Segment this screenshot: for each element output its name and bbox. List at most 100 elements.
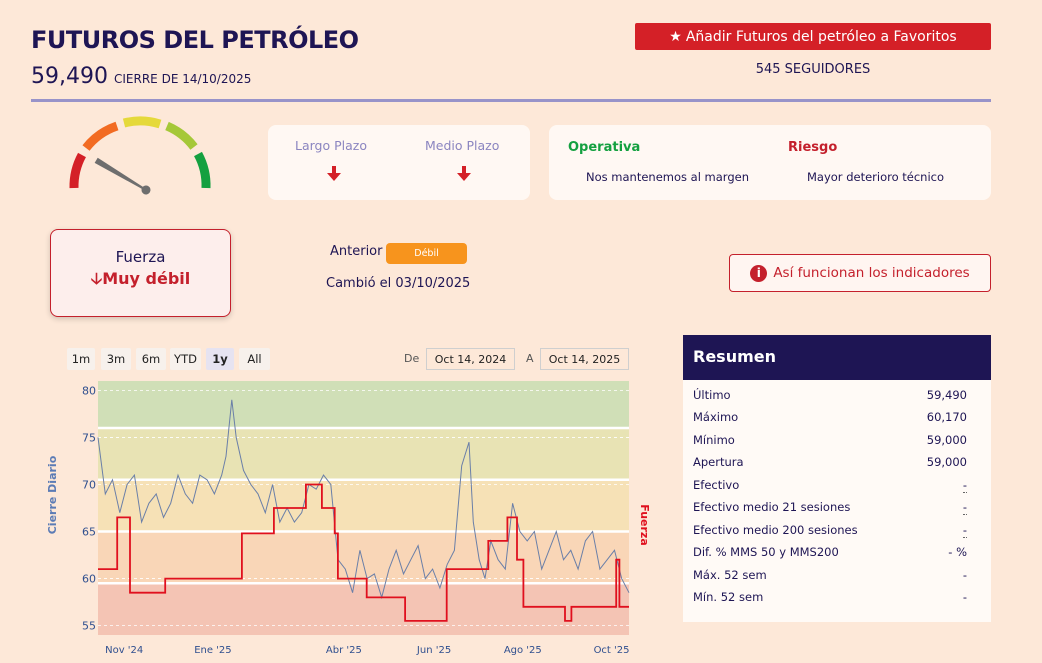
summary-value: 60,170 <box>926 410 967 424</box>
medium-term-arrow-down-icon <box>457 166 471 181</box>
range-all-button[interactable]: All <box>239 348 270 370</box>
fuerza-axis-label: Fuerza <box>638 504 651 546</box>
gauge-orange-segment <box>82 121 119 151</box>
chart-band <box>98 428 629 480</box>
summary-label: Dif. % MMS 50 y MMS200 <box>693 545 839 559</box>
gauge-red-segment <box>69 152 87 189</box>
header-divider <box>31 99 991 102</box>
summary-row: Mín. 52 sem - <box>693 590 967 604</box>
range-ytd-button[interactable]: YTD <box>170 348 201 370</box>
range-3m-button[interactable]: 3m <box>101 348 131 370</box>
long-term-label: Largo Plazo <box>295 138 367 153</box>
force-box: Fuerza 🡣Muy débil <box>50 229 231 317</box>
how-indicators-label: Así funcionan los indicadores <box>773 265 970 281</box>
previous-badge: Débil <box>386 243 467 264</box>
force-series-line <box>98 483 629 622</box>
summary-label: Mín. 52 sem <box>693 590 764 604</box>
y-tick-label: 70 <box>82 478 96 491</box>
from-date-input[interactable] <box>426 348 515 370</box>
how-indicators-button[interactable]: i Así funcionan los indicadores <box>729 254 991 292</box>
summary-row: Efectivo medio 21 sesiones - <box>693 500 967 515</box>
summary-value: - % <box>948 545 967 559</box>
x-tick-label: Nov '24 <box>105 645 143 656</box>
chart-band <box>98 381 629 429</box>
summary-value: - <box>962 590 967 604</box>
y-tick-label: 75 <box>82 431 96 444</box>
risk-title: Riesgo <box>788 140 838 155</box>
summary-value: - <box>962 478 967 493</box>
x-tick-label: Ene '25 <box>194 645 231 656</box>
summary-label: Máx. 52 sem <box>693 568 767 582</box>
last-price: 59,490 <box>31 64 108 89</box>
range-1y-button[interactable]: 1y <box>206 348 234 370</box>
add-favorite-button[interactable]: ★ Añadir Futuros del petróleo a Favorito… <box>635 23 991 50</box>
term-card: Largo Plazo Medio Plazo <box>268 125 530 200</box>
summary-value: - <box>962 568 967 582</box>
summary-row: Máx. 52 sem - <box>693 568 967 582</box>
force-label: Fuerza <box>115 248 166 266</box>
summary-value: 59,490 <box>926 388 967 402</box>
summary-label: Apertura <box>693 455 744 469</box>
summary-row: Máximo 60,170 <box>693 410 967 424</box>
operative-card: Operativa Nos mantenemos al margen Riesg… <box>549 125 991 200</box>
y-tick-label: 80 <box>82 384 96 397</box>
long-term-arrow-down-icon <box>327 166 341 181</box>
risk-value: Mayor deterioro técnico <box>807 170 945 184</box>
range-6m-button[interactable]: 6m <box>136 348 166 370</box>
gauge-green-segment <box>193 151 211 189</box>
chart-band <box>98 583 629 635</box>
to-date-input[interactable] <box>540 348 629 370</box>
summary-title: Resumen <box>683 335 991 380</box>
y-tick-label: 60 <box>82 573 96 586</box>
price-chart: 55 60 65 70 75 80 Nov '24 Ene '25 Abr '25 Jun '25… <box>46 381 651 656</box>
summary-value: 59,000 <box>926 433 967 447</box>
force-value-wrap: 🡣Muy débil <box>51 268 230 295</box>
summary-value: - <box>962 523 967 538</box>
summary-value: - <box>962 500 967 515</box>
x-tick-label: Oct '25 <box>594 645 630 656</box>
y-axis-label: Cierre Diario <box>46 455 59 534</box>
summary-row: Efectivo - <box>693 478 967 493</box>
chart-band <box>98 479 629 532</box>
star-icon: ★ <box>669 28 682 45</box>
force-value: Muy débil <box>102 269 191 288</box>
medium-term-label: Medio Plazo <box>425 138 500 153</box>
gauge-needle <box>94 157 151 195</box>
summary-label: Efectivo <box>693 478 740 492</box>
gauge-yellow-segment <box>122 116 162 129</box>
range-1m-button[interactable]: 1m <box>67 348 95 370</box>
summary-label: Último <box>693 388 731 402</box>
chart-band <box>98 531 629 584</box>
summary-row: Dif. % MMS 50 y MMS200 - % <box>693 545 967 559</box>
previous-label: Anterior <box>330 244 383 259</box>
summary-panel: Resumen Último 59,490 Máximo 60,170 Mínimo… <box>683 335 991 622</box>
close-date-label: CIERRE DE 14/10/2025 <box>114 72 252 86</box>
gauge-lightgreen-segment <box>165 121 198 150</box>
y-tick-label: 65 <box>82 526 96 539</box>
x-tick-label: Abr '25 <box>326 645 362 656</box>
add-favorite-label: Añadir Futuros del petróleo a Favoritos <box>685 28 957 45</box>
x-tick-label: Jun '25 <box>416 645 451 656</box>
changed-date: Cambió el 03/10/2025 <box>326 276 471 291</box>
operative-title: Operativa <box>568 140 641 155</box>
from-label: De <box>404 352 420 365</box>
strength-gauge <box>69 116 211 195</box>
followers-count: 545 SEGUIDORES <box>755 62 871 77</box>
summary-value: 59,000 <box>926 455 967 469</box>
summary-row: Mínimo 59,000 <box>693 433 967 447</box>
summary-label: Efectivo medio 21 sesiones <box>693 500 851 514</box>
summary-row: Apertura 59,000 <box>693 455 967 469</box>
operative-value: Nos mantenemos al margen <box>586 170 749 184</box>
summary-row: Efectivo medio 200 sesiones - <box>693 523 967 538</box>
x-tick-label: Ago '25 <box>504 645 542 656</box>
y-tick-label: 55 <box>82 620 96 633</box>
summary-label: Máximo <box>693 410 739 424</box>
info-icon: i <box>750 264 768 282</box>
close-series-line <box>97 399 630 600</box>
summary-row: Último 59,490 <box>693 388 967 402</box>
summary-label: Mínimo <box>693 433 735 447</box>
summary-label: Efectivo medio 200 sesiones <box>693 523 858 537</box>
page-title: FUTUROS DEL PETRÓLEO <box>31 26 359 54</box>
force-arrow-down-icon: 🡣 <box>90 269 103 288</box>
to-label: A <box>526 352 534 365</box>
